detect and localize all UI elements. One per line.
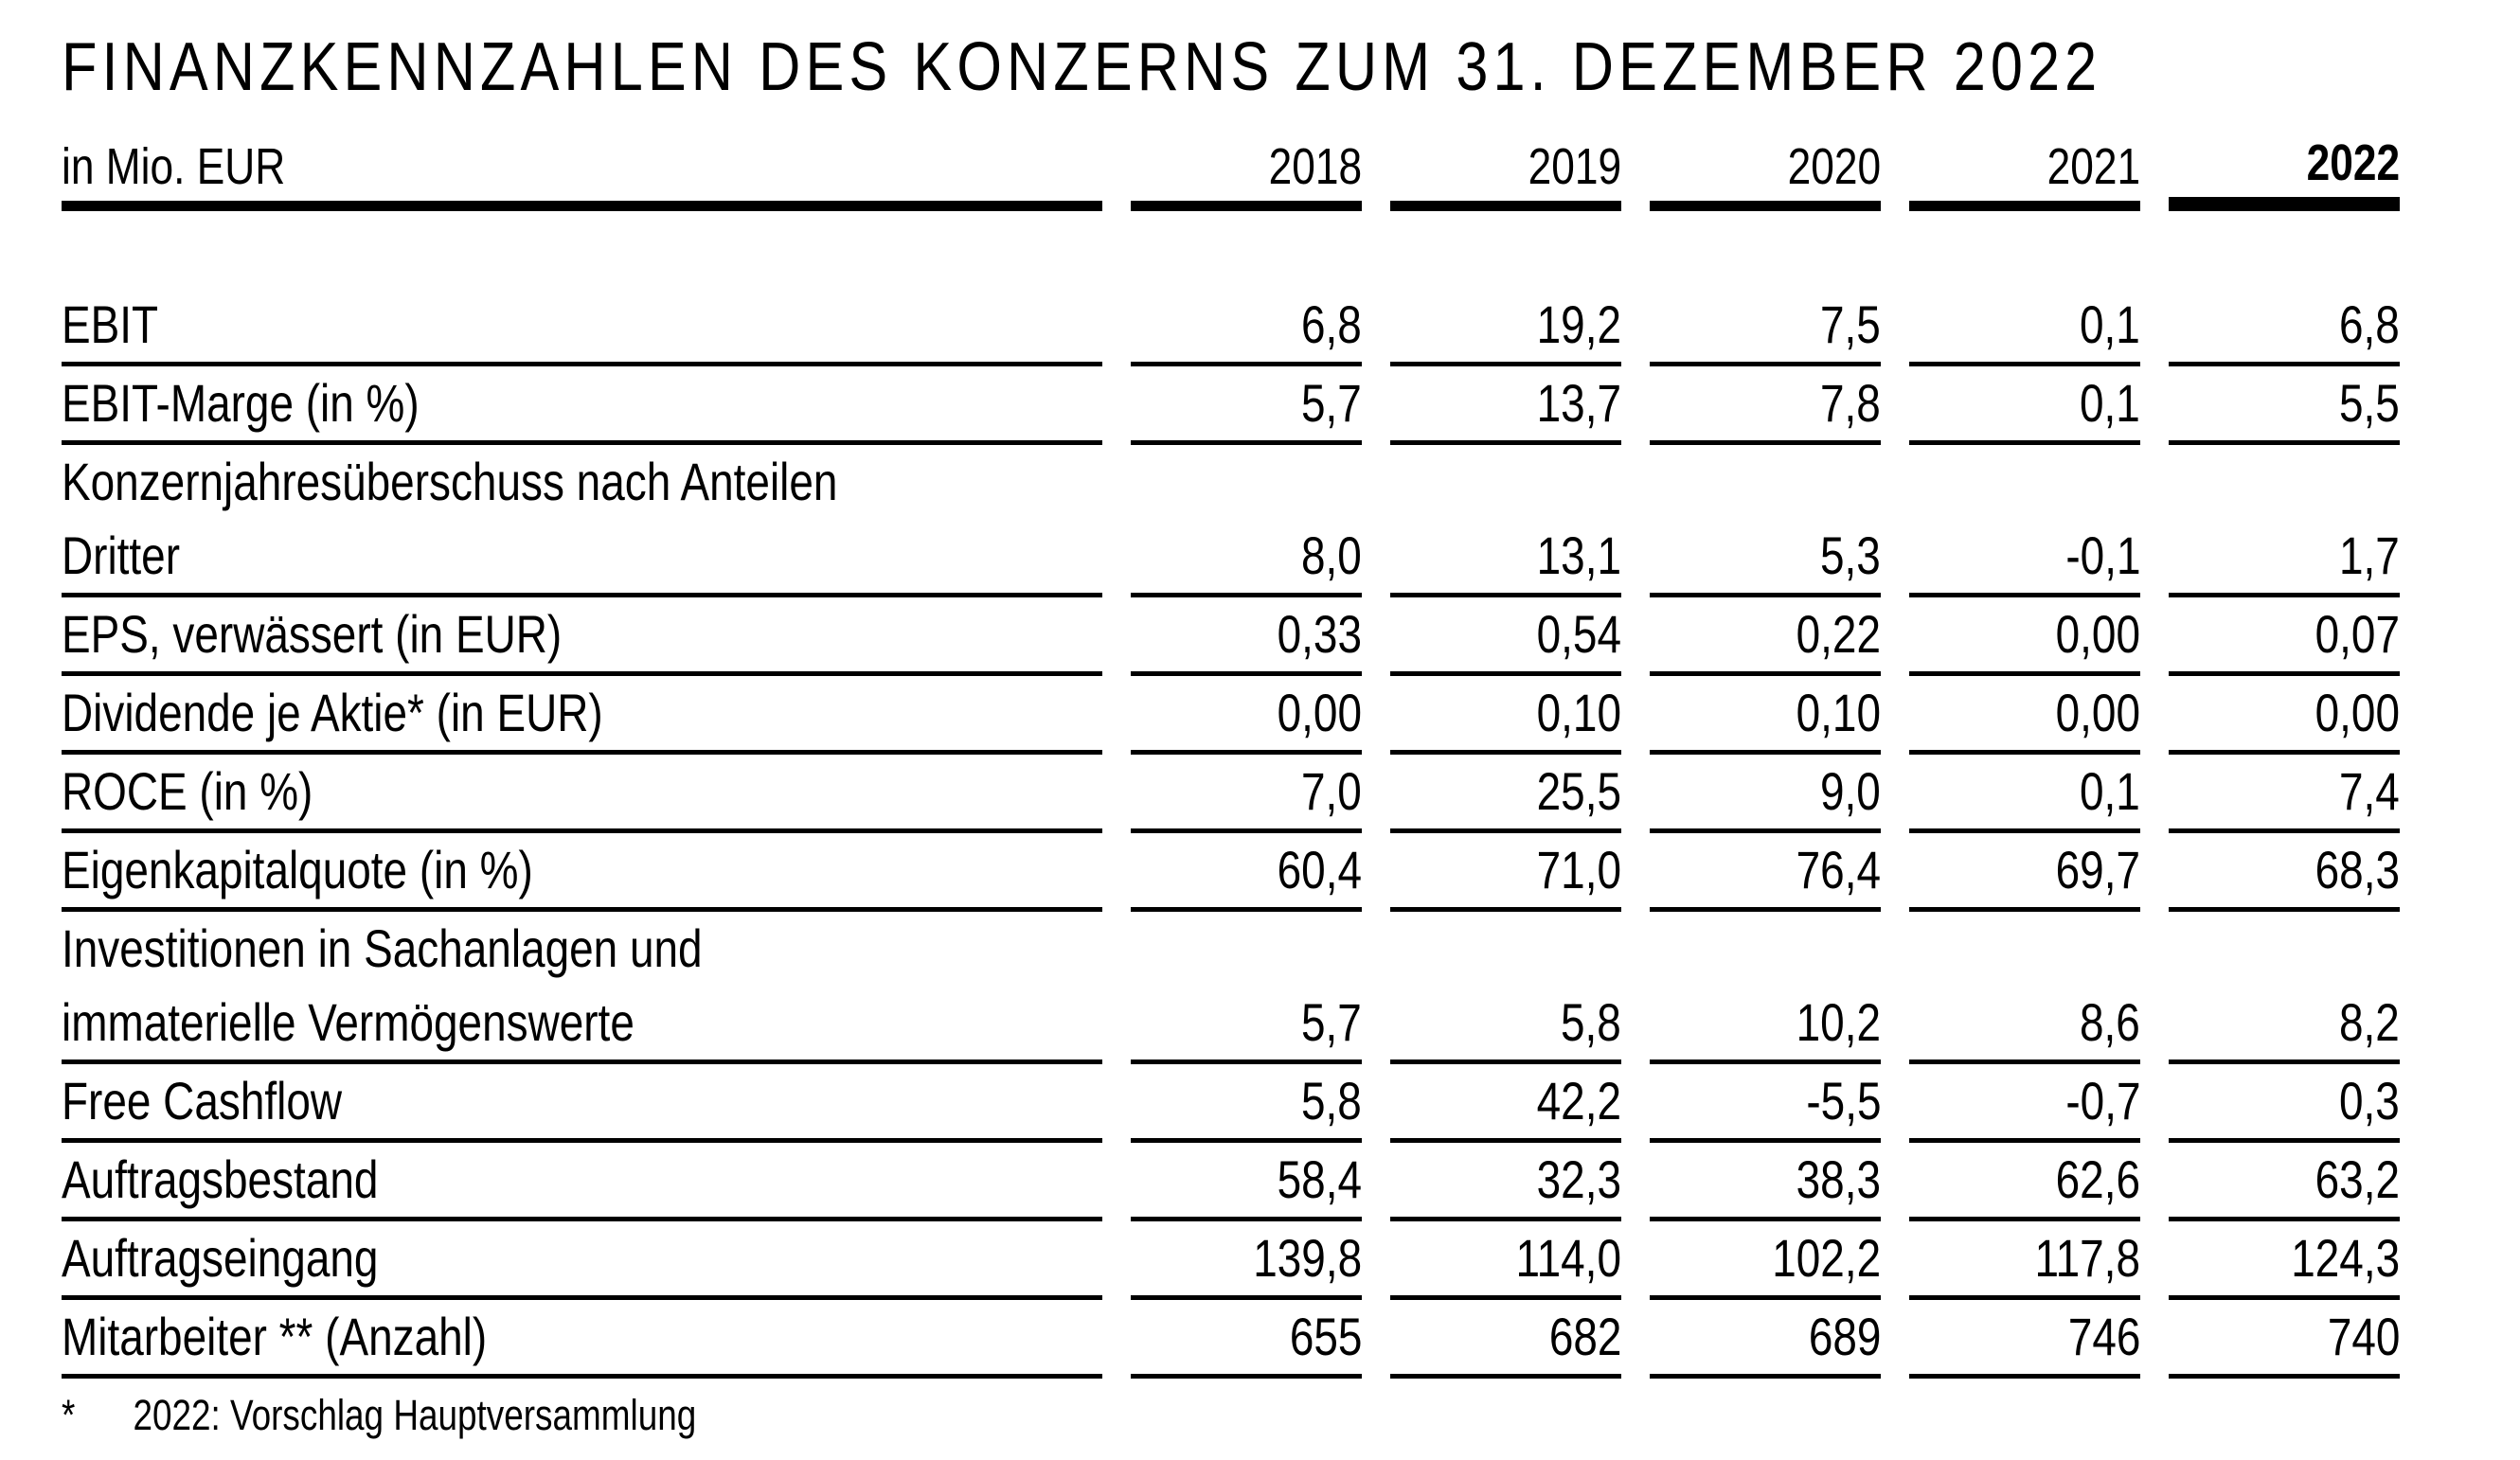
year-header-2018: 2018: [1131, 140, 1362, 211]
table-row-auftragsbestand: Auftragsbestand 58,4 32,3 38,3 62,6 63,2: [62, 1143, 2400, 1221]
row-label: ROCE (in %): [62, 755, 1102, 833]
value-2018: 7,0: [1131, 755, 1362, 833]
value-2021: 0,1: [1909, 366, 2140, 445]
value-2018: 60,4: [1131, 833, 1362, 912]
row-label: Dividende je Aktie* (in EUR): [62, 676, 1102, 755]
value-2019: 42,2: [1390, 1064, 1621, 1143]
row-label: EPS, verwässert (in EUR): [62, 597, 1102, 676]
page-title: FINANZKENNZAHLEN DES KONZERNS ZUM 31. DE…: [62, 29, 2102, 105]
table-row-eigenkapitalquote: Eigenkapitalquote (in %) 60,4 71,0 76,4 …: [62, 833, 2400, 912]
table-row-free-cashflow: Free Cashflow 5,8 42,2 -5,5 -0,7 0,3: [62, 1064, 2400, 1143]
value-2019: 0,54: [1390, 597, 1621, 676]
value-2018: 139,8: [1131, 1221, 1362, 1300]
table-row-mitarbeiter: Mitarbeiter ** (Anzahl) 655 682 689 746 …: [62, 1300, 2400, 1379]
table-body: EBIT 6,8 19,2 7,5 0,1 6,8 EBIT-Marge (in…: [62, 288, 2400, 1379]
year-header-2020: 2020: [1650, 140, 1881, 211]
value-2019: 682: [1390, 1300, 1621, 1379]
row-label: Mitarbeiter ** (Anzahl): [62, 1300, 1102, 1379]
value-2021: -0,1: [1909, 519, 2140, 597]
value-2018: 58,4: [1131, 1143, 1362, 1221]
value-2022: 68,3: [2169, 833, 2400, 912]
value-2018: 0,00: [1131, 676, 1362, 755]
row-label: EBIT: [62, 288, 1102, 366]
value-2020: 0,10: [1650, 676, 1881, 755]
row-label: Free Cashflow: [62, 1064, 1102, 1143]
row-label: Auftragseingang: [62, 1221, 1102, 1300]
footnote: * 2022: Vorschlag Hauptversammlung: [62, 1391, 2400, 1440]
year-header-2019: 2019: [1390, 140, 1621, 211]
value-2022: 8,2: [2169, 986, 2400, 1064]
value-2018: 5,7: [1131, 986, 1362, 1064]
value-2021: 0,00: [1909, 597, 2140, 676]
value-2018: 5,7: [1131, 366, 1362, 445]
value-2020: 7,8: [1650, 366, 1881, 445]
value-2019: 71,0: [1390, 833, 1621, 912]
row-label: EBIT-Marge (in %): [62, 366, 1102, 445]
value-2022: 0,3: [2169, 1064, 2400, 1143]
header-body-spacer: [62, 211, 2400, 288]
year-header-2022-highlighted: 2022: [2169, 136, 2400, 211]
value-2018: 0,33: [1131, 597, 1362, 676]
value-2022: 63,2: [2169, 1143, 2400, 1221]
value-2022: 124,3: [2169, 1221, 2400, 1300]
row-label: Investitionen in Sachanlagen und immateri…: [62, 912, 1102, 1064]
value-2019: 114,0: [1390, 1221, 1621, 1300]
value-2021: 69,7: [1909, 833, 2140, 912]
value-2019: 5,8: [1390, 986, 1621, 1064]
value-2022: 0,00: [2169, 676, 2400, 755]
value-2018: 6,8: [1131, 288, 1362, 366]
value-2022: 7,4: [2169, 755, 2400, 833]
value-2018: 655: [1131, 1300, 1362, 1379]
value-2019: 25,5: [1390, 755, 1621, 833]
table-row-eps: EPS, verwässert (in EUR) 0,33 0,54 0,22 …: [62, 597, 2400, 676]
value-2020: 5,3: [1650, 519, 1881, 597]
table-row-dividende: Dividende je Aktie* (in EUR) 0,00 0,10 0…: [62, 676, 2400, 755]
value-2022: 1,7: [2169, 519, 2400, 597]
value-2019: 13,1: [1390, 519, 1621, 597]
table-header-row: in Mio. EUR 2018 2019 2020 2021 2022: [62, 136, 2400, 211]
value-2018: 8,0: [1131, 519, 1362, 597]
value-2022: 740: [2169, 1300, 2400, 1379]
unit-label-cell: in Mio. EUR: [62, 140, 1102, 211]
value-2019: 19,2: [1390, 288, 1621, 366]
value-2018: 5,8: [1131, 1064, 1362, 1143]
value-2020: 38,3: [1650, 1143, 1881, 1221]
table-row-konzernjahresueberschuss: Konzernjahresüberschuss nach Anteilen Dri…: [62, 445, 2400, 597]
value-2021: 8,6: [1909, 986, 2140, 1064]
year-header-2021: 2021: [1909, 140, 2140, 211]
value-2020: -5,5: [1650, 1064, 1881, 1143]
value-2021: 0,1: [1909, 755, 2140, 833]
value-2022: 6,8: [2169, 288, 2400, 366]
value-2020: 76,4: [1650, 833, 1881, 912]
row-label: Konzernjahresüberschuss nach Anteilen Dri…: [62, 445, 1102, 597]
value-2019: 32,3: [1390, 1143, 1621, 1221]
table-row-ebit: EBIT 6,8 19,2 7,5 0,1 6,8: [62, 288, 2400, 366]
row-label: Auftragsbestand: [62, 1143, 1102, 1221]
value-2020: 9,0: [1650, 755, 1881, 833]
value-2019: 13,7: [1390, 366, 1621, 445]
unit-label: in Mio. EUR: [62, 138, 286, 195]
value-2020: 7,5: [1650, 288, 1881, 366]
value-2021: 0,00: [1909, 676, 2140, 755]
table-row-auftragseingang: Auftragseingang 139,8 114,0 102,2 117,8 …: [62, 1221, 2400, 1300]
table-row-ebit-marge: EBIT-Marge (in %) 5,7 13,7 7,8 0,1 5,5: [62, 366, 2400, 445]
value-2021: 746: [1909, 1300, 2140, 1379]
value-2020: 10,2: [1650, 986, 1881, 1064]
value-2021: 117,8: [1909, 1221, 2140, 1300]
value-2019: 0,10: [1390, 676, 1621, 755]
table-row-investitionen: Investitionen in Sachanlagen und immateri…: [62, 912, 2400, 1064]
value-2022: 0,07: [2169, 597, 2400, 676]
value-2021: 62,6: [1909, 1143, 2140, 1221]
value-2021: 0,1: [1909, 288, 2140, 366]
value-2021: -0,7: [1909, 1064, 2140, 1143]
footnote-marker: *: [62, 1391, 76, 1439]
value-2022: 5,5: [2169, 366, 2400, 445]
value-2020: 0,22: [1650, 597, 1881, 676]
value-2020: 102,2: [1650, 1221, 1881, 1300]
value-2020: 689: [1650, 1300, 1881, 1379]
footnote-text: 2022: Vorschlag Hauptversammlung: [133, 1391, 697, 1439]
row-label: Eigenkapitalquote (in %): [62, 833, 1102, 912]
table-row-roce: ROCE (in %) 7,0 25,5 9,0 0,1 7,4: [62, 755, 2400, 833]
